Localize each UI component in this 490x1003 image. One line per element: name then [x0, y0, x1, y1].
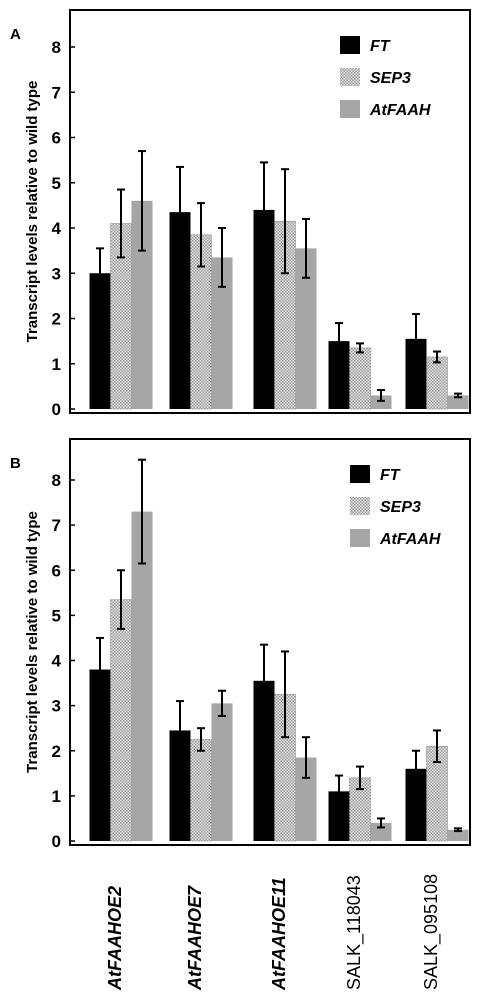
- bar-atfaah-3: [370, 395, 392, 409]
- y-tick-label: 2: [52, 742, 61, 761]
- y-tick-label: 6: [52, 561, 61, 580]
- y-tick-label: 0: [52, 832, 61, 851]
- y-tick-label: 8: [52, 38, 61, 57]
- plot-frame: [69, 438, 471, 846]
- bar-sep3-0: [110, 599, 132, 842]
- bar-ft-3: [328, 341, 350, 409]
- bar-atfaah-3: [370, 822, 392, 841]
- bar-sep3-4: [426, 356, 448, 410]
- x-tick-label-0: AtFAAHOE2: [105, 886, 125, 991]
- y-tick-label: 3: [52, 697, 61, 716]
- bar-atfaah-2: [295, 248, 317, 409]
- legend-swatch-atfaah: [340, 100, 360, 118]
- panel-letter: B: [10, 455, 21, 472]
- bar-ft-3: [328, 791, 350, 841]
- x-tick-label-3: SALK_118043: [344, 875, 365, 990]
- y-tick-label: 4: [52, 652, 62, 671]
- y-tick-label: 7: [52, 83, 61, 102]
- bar-atfaah-0: [131, 200, 153, 409]
- bar-ft-0: [89, 669, 111, 841]
- y-tick-label: 5: [52, 606, 61, 625]
- x-tick-label-1: AtFAAHOE7: [185, 885, 205, 991]
- legend-label-ft: FT: [370, 38, 391, 55]
- y-tick-label: 3: [52, 264, 61, 283]
- bar-atfaah-4: [447, 829, 469, 841]
- y-tick-label: 1: [52, 787, 61, 806]
- bar-ft-1: [169, 212, 191, 409]
- bar-ft-0: [89, 273, 111, 409]
- panel-a: A Transcript levels relative to wild type…: [10, 9, 471, 419]
- y-tick-label: 0: [52, 400, 61, 419]
- legend-swatch-ft: [350, 465, 370, 483]
- x-tick-label-4: SALK_095108: [421, 874, 442, 990]
- x-category-labels: AtFAAHOE2 AtFAAHOE7 AtFAAHOE11 SALK_1180…: [105, 874, 442, 991]
- bar-ft-4: [405, 768, 427, 841]
- bar-atfaah-2: [295, 757, 317, 841]
- legend-swatch-sep3: [340, 68, 360, 86]
- y-tick-label: 1: [52, 355, 61, 374]
- legend-swatch-sep3: [350, 497, 370, 515]
- bar-ft-2: [253, 680, 275, 841]
- plot-frame: [69, 9, 471, 414]
- x-tick-label-2: AtFAAHOE11: [269, 877, 289, 991]
- bar-atfaah-1: [211, 257, 233, 409]
- y-tick-label: 4: [52, 219, 62, 238]
- panel-letter: A: [10, 26, 21, 43]
- legend-swatch-ft: [340, 36, 360, 54]
- bar-atfaah-0: [131, 511, 153, 841]
- bar-atfaah-4: [447, 395, 469, 409]
- legend-label-atfaah: AtFAAH: [369, 102, 431, 119]
- bar-ft-4: [405, 338, 427, 409]
- y-tick-label: 2: [52, 310, 61, 329]
- bar-atfaah-1: [211, 703, 233, 841]
- bar-sep3-1: [190, 739, 212, 842]
- panel-b: B Transcript levels relative to wild type…: [10, 438, 471, 851]
- bar-ft-1: [169, 730, 191, 841]
- y-tick-label: 5: [52, 174, 61, 193]
- y-tick-label: 7: [52, 516, 61, 535]
- legend-swatch-atfaah: [350, 529, 370, 547]
- bar-ft-2: [253, 209, 275, 409]
- legend-label-sep3: SEP3: [380, 499, 421, 516]
- legend-label-ft: FT: [380, 467, 401, 484]
- y-tick-label: 8: [52, 471, 61, 490]
- legend-label-sep3: SEP3: [370, 70, 411, 87]
- y-tick-label: 6: [52, 129, 61, 148]
- legend-label-atfaah: AtFAAH: [379, 531, 441, 548]
- y-axis-label: Transcript levels relative to wild type: [24, 81, 41, 343]
- bar-sep3-3: [349, 347, 371, 410]
- y-axis-label: Transcript levels relative to wild type: [24, 511, 41, 773]
